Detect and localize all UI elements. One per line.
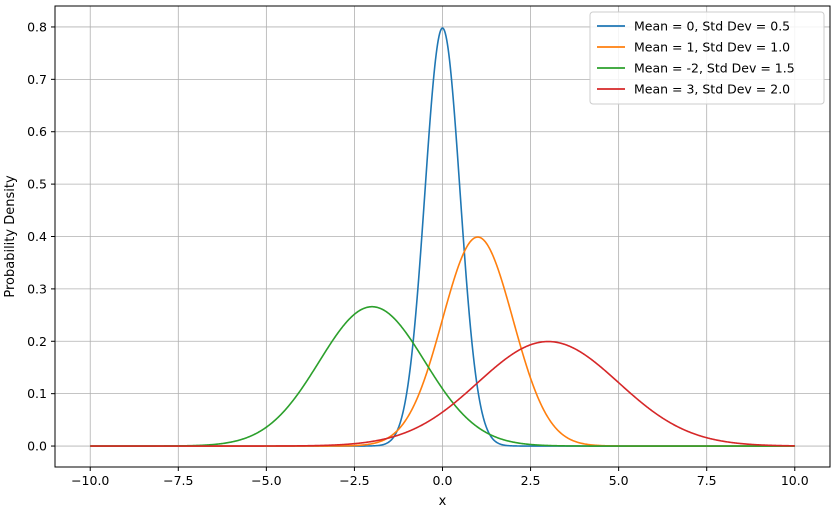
y-tick-label: 0.4 [27,229,47,244]
y-tick-label: 0.5 [27,177,47,192]
series-line-4 [90,340,795,447]
x-tick-label: −5.0 [251,473,281,488]
x-tick-label: 7.5 [697,473,717,488]
legend: Mean = 0, Std Dev = 0.5 Mean = 1, Std Dev… [589,11,825,105]
x-tick-label: −7.5 [163,473,193,488]
y-tick-label: 0.7 [27,72,47,87]
x-tick-label: 0.0 [433,473,453,488]
x-tick-label: 2.5 [521,473,541,488]
legend-entry: Mean = 1, Std Dev = 1.0 [634,40,790,55]
y-axis-label: Probability Density [3,175,18,298]
y-tick-label: 0.8 [27,19,47,34]
legend-entry: Mean = -2, Std Dev = 1.5 [634,61,795,76]
x-tick-label: 5.0 [609,473,629,488]
x-axis-label: x [439,494,447,509]
y-tick-label: 0.0 [27,439,47,454]
legend-box [589,11,825,105]
legend-entry: Mean = 3, Std Dev = 2.0 [634,82,790,97]
x-axis-ticks: −10.0 −7.5 −5.0 −2.5 0.0 2.5 5.0 7.5 10.0 [71,467,809,488]
legend-entry: Mean = 0, Std Dev = 0.5 [634,19,790,34]
y-tick-label: 0.6 [27,124,47,139]
series-layer [90,27,795,447]
y-axis-ticks: 0.0 0.1 0.2 0.3 0.4 0.5 0.6 0.7 0.8 [27,19,55,454]
x-tick-label: −10.0 [71,473,109,488]
y-tick-label: 0.2 [27,334,47,349]
series-line-3 [90,305,795,447]
y-tick-label: 0.1 [27,386,47,401]
x-tick-label: −2.5 [339,473,369,488]
x-tick-label: 10.0 [781,473,809,488]
y-tick-label: 0.3 [27,281,47,296]
